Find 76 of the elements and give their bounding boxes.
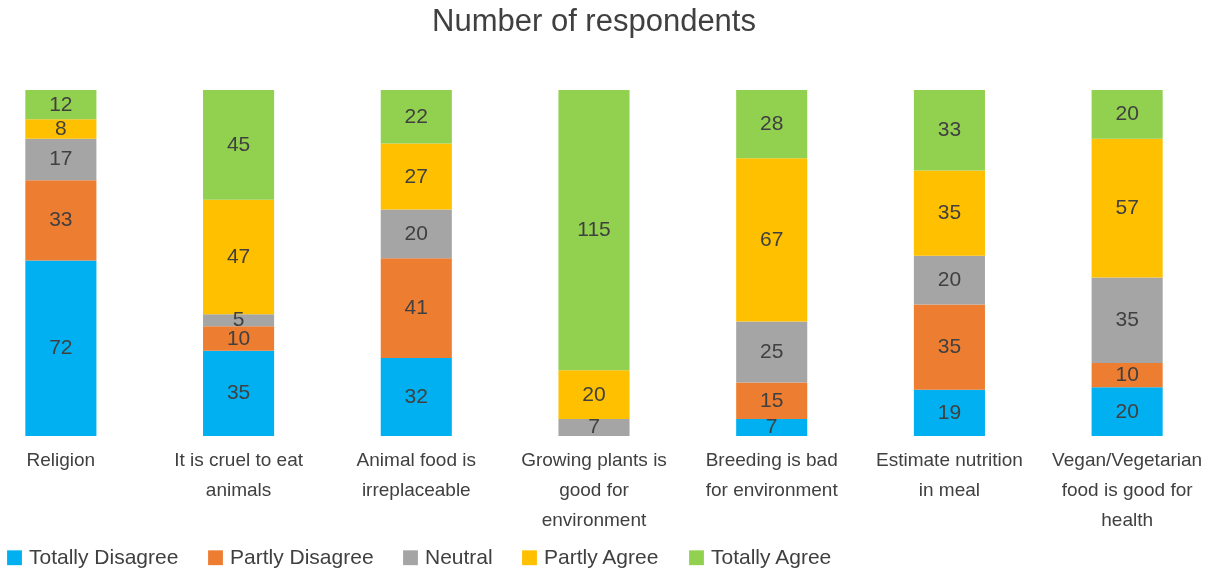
data-label: 33 [937, 117, 962, 141]
data-label: 35 [226, 380, 251, 404]
data-label: 57 [1115, 195, 1139, 219]
bar [913, 170, 985, 256]
bar [736, 321, 808, 383]
chart-title: Number of respondents [432, 3, 756, 38]
x-tick-label: Religion [26, 448, 96, 470]
data-label: 17 [49, 146, 73, 170]
bar [203, 326, 275, 351]
x-tick-label: Breeding is bad for environment [705, 448, 839, 500]
legend-label: Partly Agree [544, 544, 659, 568]
data-label: 15 [760, 387, 784, 411]
bar [25, 119, 97, 139]
bar [913, 255, 985, 305]
bar [25, 260, 97, 436]
data-label: 20 [937, 267, 962, 291]
bar [25, 180, 97, 261]
bar [558, 418, 630, 436]
bar [203, 90, 275, 200]
data-label: 20 [1115, 398, 1139, 422]
bar [913, 389, 985, 436]
bar [1091, 387, 1163, 436]
data-label: 12 [49, 91, 73, 115]
bar [203, 350, 275, 436]
x-tick-label: Estimate nutrition in meal [876, 448, 1023, 500]
bar [558, 370, 630, 419]
legend-label: Neutral [425, 544, 493, 568]
legend-label: Totally Agree [711, 544, 832, 568]
data-label: 8 [55, 115, 67, 139]
x-tick-label: Growing plants is good for environment [521, 448, 667, 530]
bar [380, 358, 452, 436]
bar [558, 90, 630, 371]
bar [203, 314, 275, 327]
data-label: 20 [404, 220, 428, 244]
data-label: 25 [760, 338, 784, 362]
bar [736, 90, 808, 159]
bar [1091, 362, 1163, 388]
data-label: 20 [582, 381, 606, 405]
bar [1091, 90, 1163, 139]
bar [380, 209, 452, 259]
data-label: 35 [937, 200, 962, 224]
x-tick-label: Vegan/Vegetarian food is good for health [1052, 448, 1203, 530]
data-label: 72 [49, 335, 73, 359]
data-label: 7 [765, 414, 778, 438]
data-label: 32 [404, 384, 428, 408]
legend-label: Totally Disagree [29, 544, 179, 568]
data-label: 47 [226, 243, 251, 267]
bar [380, 143, 452, 210]
bar [913, 90, 985, 171]
bar [736, 158, 808, 322]
data-label: 20 [1115, 101, 1139, 125]
data-label: 19 [937, 399, 962, 423]
x-tick-label: It is cruel to eat animals [174, 448, 304, 500]
bar [736, 382, 808, 419]
data-label: 115 [577, 217, 611, 241]
data-label: 33 [49, 207, 73, 231]
bar [1091, 277, 1163, 363]
legend-label: Partly Disagree [230, 544, 374, 568]
bar [25, 90, 97, 120]
data-label: 27 [404, 163, 428, 187]
data-label: 10 [1115, 362, 1139, 386]
bar [913, 304, 985, 390]
data-label: 67 [760, 226, 784, 250]
data-label: 41 [404, 295, 428, 319]
data-label: 35 [1115, 307, 1139, 331]
data-label: 7 [588, 414, 600, 438]
x-tick-label: Animal food is irreplaceable [356, 448, 476, 500]
data-label: 35 [937, 334, 962, 358]
data-label: 28 [760, 111, 784, 135]
bar [25, 138, 97, 181]
bar [736, 418, 808, 436]
data-label: 22 [404, 103, 428, 127]
bar [380, 90, 452, 144]
bar [1091, 138, 1163, 278]
data-label: 45 [226, 131, 251, 155]
bar [380, 258, 452, 359]
